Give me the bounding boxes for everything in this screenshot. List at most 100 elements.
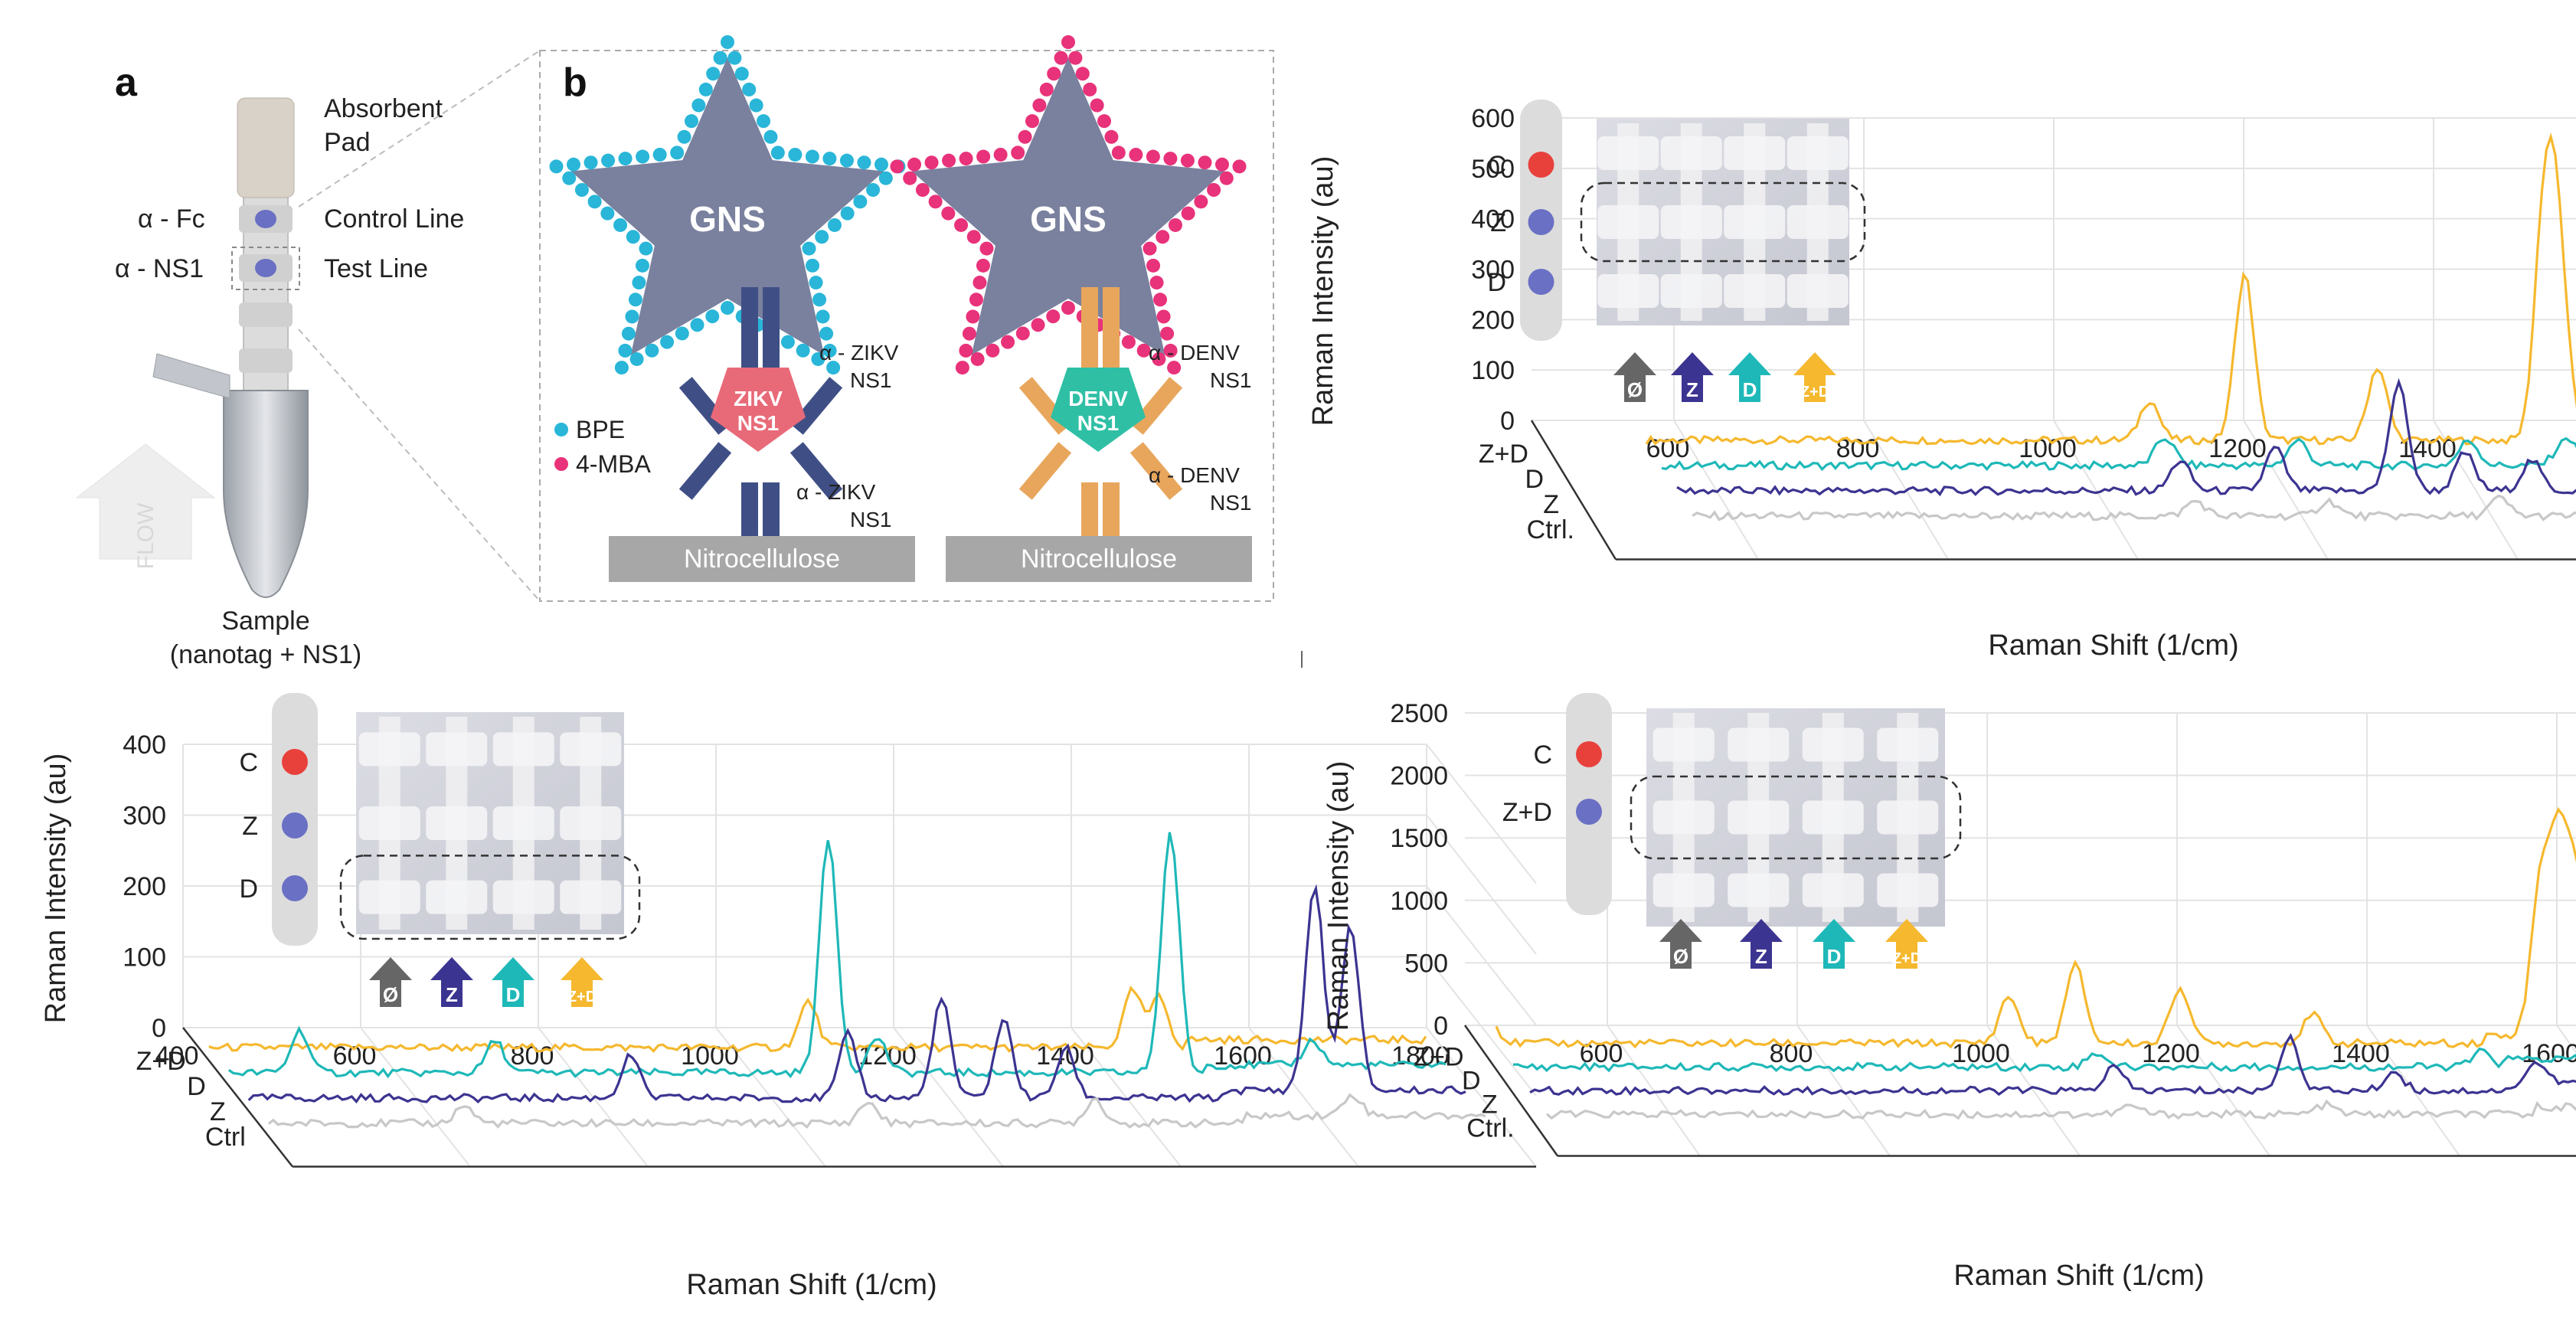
- gns-right-label: GNS: [1030, 199, 1107, 239]
- photo-pad: [492, 732, 554, 767]
- marker-dot: [574, 183, 589, 198]
- photo-pad: [1877, 873, 1939, 907]
- x-tick-label: 400: [155, 1041, 199, 1071]
- marker-dot: [1015, 326, 1030, 341]
- strip-dot: [1528, 152, 1554, 178]
- photo-pad: [1728, 873, 1790, 907]
- marker-dot: [966, 230, 981, 244]
- marker-dot: [562, 171, 577, 185]
- marker-dot: [986, 343, 1000, 358]
- marker-dot: [670, 145, 685, 160]
- sample-arrow-icon: [1793, 352, 1836, 402]
- marker-dot: [628, 293, 642, 307]
- photo-pad: [560, 732, 622, 767]
- photo-pad: [1728, 727, 1790, 762]
- antibody-arm-left-icon-2: [789, 377, 843, 435]
- marker-dot: [1149, 276, 1164, 290]
- gns-star-right-icon: [911, 57, 1225, 355]
- marker-dot: [1136, 343, 1151, 358]
- series-label: Z: [1482, 1090, 1498, 1119]
- strip-dot: [1576, 741, 1602, 767]
- photo-pad: [1660, 274, 1722, 308]
- antibody-capture-arm-left-icon-2: [789, 442, 843, 500]
- marker-dot: [1025, 114, 1039, 129]
- nitrocellulose-left-label: Nitrocellulose: [684, 544, 840, 574]
- ab-zikv-top-1: α - ZIKV: [819, 341, 899, 364]
- marker-dot: [1031, 318, 1045, 332]
- marker-dot: [1219, 171, 1234, 185]
- control-line-dot: [255, 210, 276, 228]
- marker-dot: [1152, 351, 1166, 366]
- marker-dot: [1083, 82, 1097, 96]
- sample-arrow-icon: [1728, 352, 1771, 402]
- marker-dot: [819, 326, 834, 341]
- marker-dot: [1207, 183, 1221, 198]
- y-tick-label: 100: [123, 943, 166, 973]
- z-axis-line: [1530, 420, 1617, 561]
- marker-dot: [567, 157, 581, 172]
- strip-band-2: [239, 348, 293, 373]
- marker-dot: [993, 147, 1008, 162]
- test-line-dot: [255, 259, 276, 277]
- marker-dot: [706, 67, 721, 81]
- marker-dot: [549, 159, 564, 174]
- floor-grid-line: [1673, 420, 1759, 561]
- y-tick-label: 0: [1433, 1012, 1448, 1041]
- marker-dot: [1111, 145, 1126, 160]
- marker-dot: [812, 293, 827, 307]
- nitrocellulose-right: [946, 536, 1252, 582]
- photo-pad: [1660, 136, 1722, 170]
- ns1-label: α - NS1: [115, 254, 204, 283]
- marker-dot: [1046, 309, 1061, 324]
- marker-dot: [1039, 82, 1054, 96]
- marker-dot: [749, 98, 763, 113]
- y-tick-label: 0: [1500, 407, 1515, 436]
- marker-dot: [1032, 98, 1047, 113]
- sample-arrow-icon: [492, 957, 534, 1007]
- denv-label-2: NS1: [1077, 411, 1119, 435]
- marker-dot: [966, 309, 980, 324]
- marker-dot: [734, 67, 749, 81]
- ab-denv-top-2: NS1: [1210, 368, 1251, 392]
- strip-dot: [1528, 209, 1554, 235]
- sample-arrow-label: Z: [1686, 378, 1698, 401]
- strip-label: D: [239, 874, 258, 904]
- control-line-label: Control Line: [324, 204, 464, 234]
- marker-dot: [632, 276, 646, 290]
- marker-dot: [721, 301, 734, 315]
- strip-dot: [282, 749, 308, 775]
- sample-arrow-icon: [1671, 352, 1714, 402]
- marker-dot: [1104, 129, 1119, 144]
- marker-dot: [976, 149, 991, 164]
- photo-pad: [358, 880, 420, 914]
- marker-dot: [815, 230, 829, 244]
- antibody-capture-arm-right-icon-2: [1129, 442, 1183, 500]
- spectrum-line-z+d: [208, 986, 1427, 1054]
- series-label: Z: [1543, 490, 1559, 519]
- marker-dot: [1194, 195, 1208, 209]
- marker-dot: [954, 217, 969, 232]
- marker-dot: [705, 309, 720, 324]
- legend-bpe-label: BPE: [576, 416, 625, 443]
- spectrum-line-z+d: [1645, 132, 2576, 446]
- panel-a-label: a: [115, 60, 138, 105]
- marker-dot: [941, 206, 956, 221]
- y-tick-label: 300: [1471, 256, 1515, 285]
- marker-dot: [1075, 67, 1090, 81]
- strip-label: C: [1487, 151, 1506, 180]
- photo-pad: [1802, 800, 1864, 835]
- sample-arrow-label: Z+D: [1800, 384, 1829, 400]
- denv-label-1: DENV: [1068, 387, 1128, 410]
- photo-pad: [560, 806, 622, 840]
- nitrocellulose-right-label: Nitrocellulose: [1021, 544, 1177, 574]
- floor-grid-line: [1986, 1025, 2081, 1157]
- y-tick-label: 300: [123, 802, 166, 831]
- marker-dot: [1061, 301, 1075, 315]
- y-tick-label: 2500: [1390, 699, 1448, 728]
- marker-dot: [866, 183, 881, 198]
- marker-dot: [727, 51, 742, 65]
- y-tick-label: 500: [1404, 949, 1448, 978]
- ab-zikv-bottom-1: α - ZIKV: [796, 480, 876, 504]
- marker-dot: [878, 171, 893, 185]
